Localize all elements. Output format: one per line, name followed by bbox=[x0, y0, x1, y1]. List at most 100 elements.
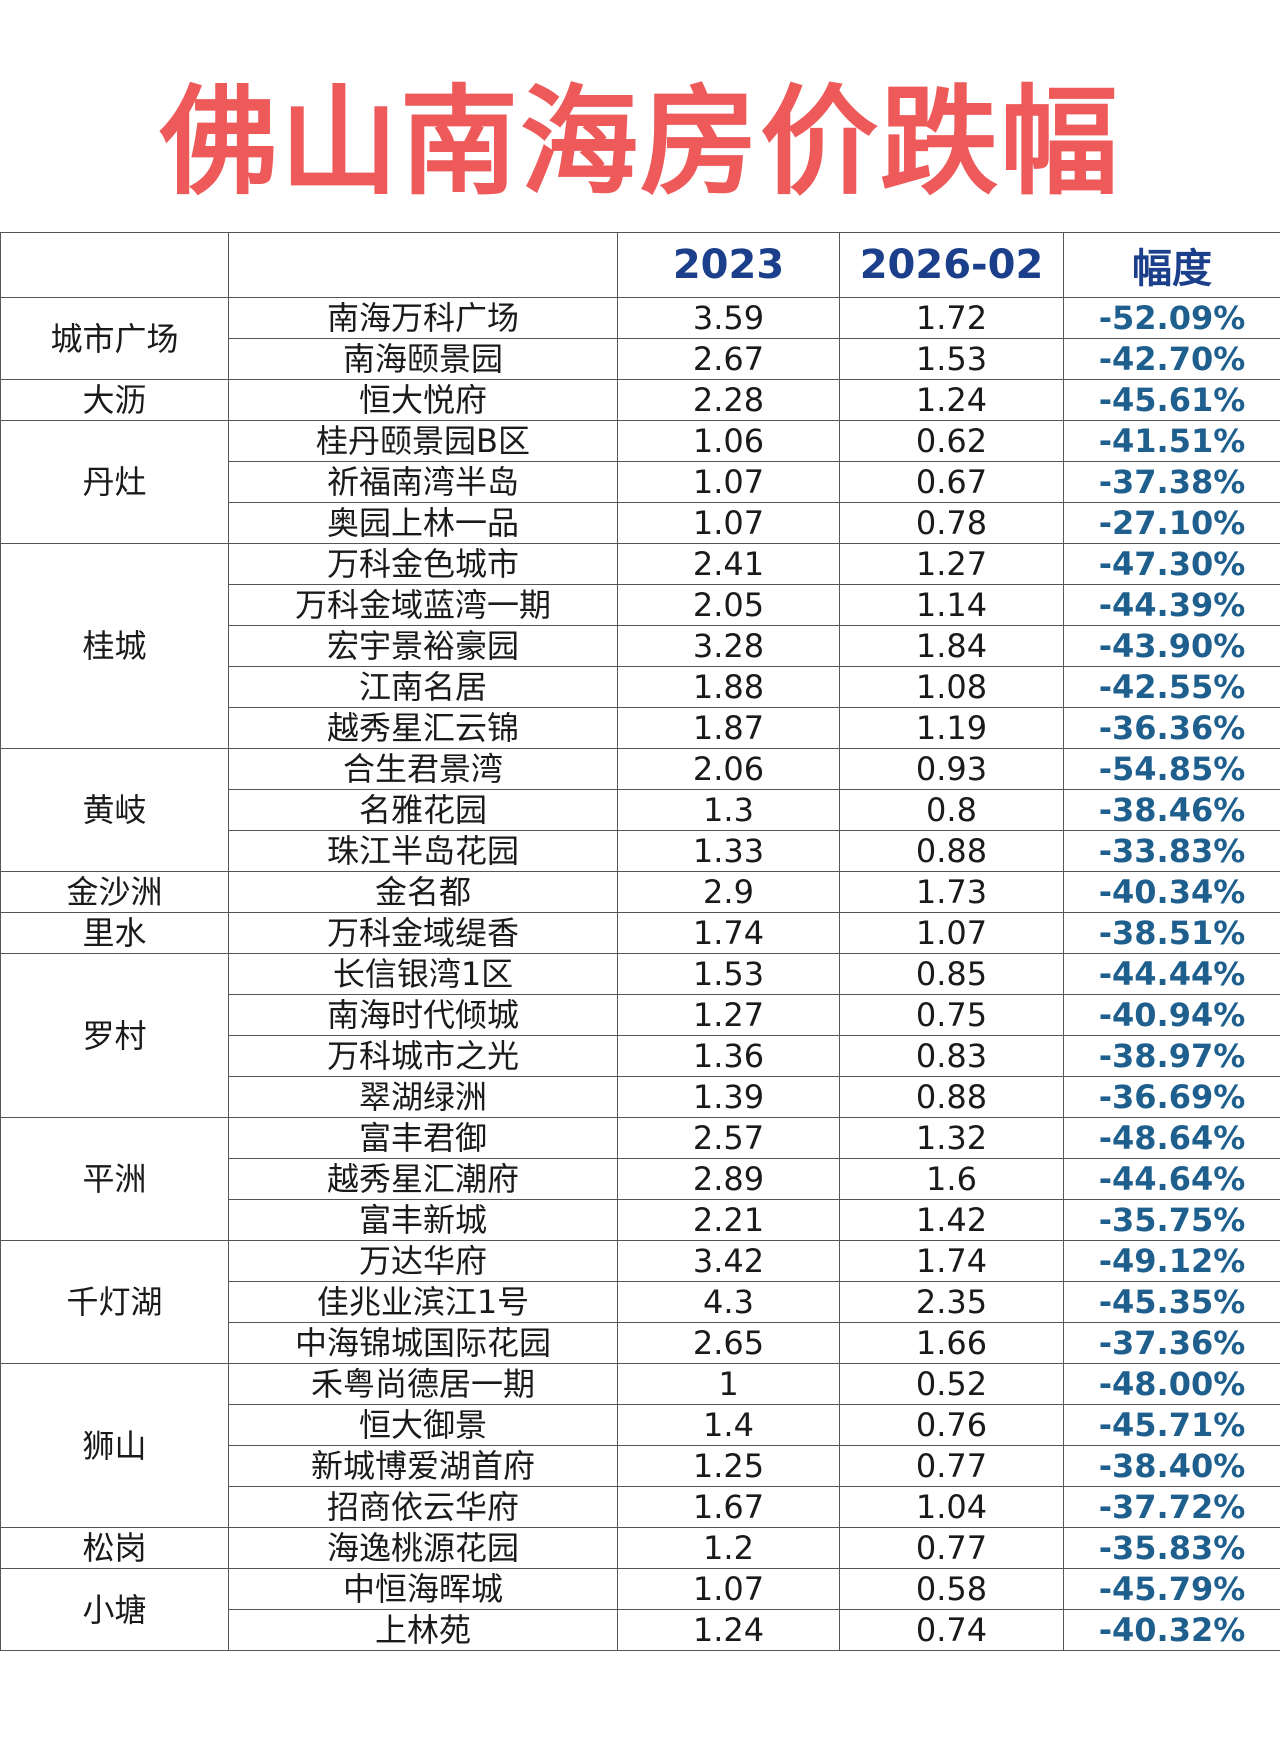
change-cell: -42.55% bbox=[1063, 666, 1280, 708]
table-row: 招商依云华府 1.67 1.04 -37.72% bbox=[1, 1486, 1280, 1528]
price-2023-cell: 3.59 bbox=[617, 297, 840, 339]
price-2023-cell: 2.05 bbox=[617, 584, 840, 626]
project-cell: 合生君景湾 bbox=[228, 748, 618, 790]
change-cell: -38.46% bbox=[1063, 789, 1280, 831]
price-2026-02-cell: 2.35 bbox=[839, 1281, 1064, 1323]
change-cell: -49.12% bbox=[1063, 1240, 1280, 1282]
price-2023-cell: 3.28 bbox=[617, 625, 840, 667]
district-cell: 黄岐 bbox=[0, 748, 229, 872]
project-cell: 禾粤尚德居一期 bbox=[228, 1363, 618, 1405]
table-row: 大沥 恒大悦府 2.28 1.24 -45.61% bbox=[0, 379, 1280, 421]
price-2026-02-cell: 1.73 bbox=[839, 871, 1064, 913]
change-cell: -38.97% bbox=[1063, 1035, 1280, 1077]
price-2023-cell: 1.07 bbox=[617, 461, 840, 503]
table-row: 恒大御景 1.4 0.76 -45.71% bbox=[1, 1404, 1280, 1446]
table-row: 桂城 万科金色城市 2.41 1.27 -47.30% bbox=[0, 543, 1280, 749]
price-2026-02-cell: 0.67 bbox=[839, 461, 1064, 503]
project-cell: 江南名居 bbox=[228, 666, 618, 708]
change-cell: -35.83% bbox=[1063, 1527, 1280, 1569]
project-cell: 南海时代倾城 bbox=[228, 994, 618, 1036]
project-cell: 长信银湾1区 bbox=[228, 953, 618, 995]
change-cell: -36.36% bbox=[1063, 707, 1280, 749]
district-cell: 罗村 bbox=[0, 953, 229, 1118]
project-cell: 海逸桃源花园 bbox=[228, 1527, 618, 1569]
price-2023-cell: 1.27 bbox=[617, 994, 840, 1036]
price-2023-cell: 1.36 bbox=[617, 1035, 840, 1077]
price-2023-cell: 1.25 bbox=[617, 1445, 840, 1487]
price-2023-cell: 1.67 bbox=[617, 1486, 840, 1528]
table-row: 江南名居 1.88 1.08 -42.55% bbox=[1, 666, 1280, 708]
project-cell: 桂丹颐景园B区 bbox=[228, 420, 618, 462]
project-cell: 万科城市之光 bbox=[228, 1035, 618, 1077]
district-cell: 城市广场 bbox=[0, 297, 229, 380]
price-2023-cell: 1.88 bbox=[617, 666, 840, 708]
project-cell: 恒大悦府 bbox=[228, 379, 618, 421]
price-2026-02-cell: 1.66 bbox=[839, 1322, 1064, 1364]
table-row: 罗村 长信银湾1区 1.53 0.85 -44.44% bbox=[0, 953, 1280, 1118]
project-cell: 中海锦城国际花园 bbox=[228, 1322, 618, 1364]
district-cell: 大沥 bbox=[0, 379, 229, 421]
header-project bbox=[228, 232, 618, 298]
project-cell: 宏宇景裕豪园 bbox=[228, 625, 618, 667]
table-row: 黄岐 合生君景湾 2.06 0.93 -54.85% bbox=[0, 748, 1280, 872]
change-cell: -36.69% bbox=[1063, 1076, 1280, 1118]
project-cell: 南海万科广场 bbox=[228, 297, 618, 339]
price-2026-02-cell: 0.75 bbox=[839, 994, 1064, 1036]
project-cell: 越秀星汇云锦 bbox=[228, 707, 618, 749]
table-row: 翠湖绿洲 1.39 0.88 -36.69% bbox=[1, 1076, 1280, 1118]
price-2026-02-cell: 1.32 bbox=[839, 1117, 1064, 1159]
district-cell: 小塘 bbox=[0, 1568, 229, 1651]
table-row: 奥园上林一品 1.07 0.78 -27.10% bbox=[1, 502, 1280, 544]
change-cell: -38.40% bbox=[1063, 1445, 1280, 1487]
change-cell: -52.09% bbox=[1063, 297, 1280, 339]
change-cell: -27.10% bbox=[1063, 502, 1280, 544]
table-row: 富丰新城 2.21 1.42 -35.75% bbox=[1, 1199, 1280, 1241]
header-district bbox=[0, 232, 229, 298]
project-cell: 富丰新城 bbox=[228, 1199, 618, 1241]
price-2023-cell: 1.39 bbox=[617, 1076, 840, 1118]
price-2023-cell: 2.65 bbox=[617, 1322, 840, 1364]
change-cell: -48.00% bbox=[1063, 1363, 1280, 1405]
price-2023-cell: 1.06 bbox=[617, 420, 840, 462]
project-cell: 翠湖绿洲 bbox=[228, 1076, 618, 1118]
price-2026-02-cell: 1.42 bbox=[839, 1199, 1064, 1241]
change-cell: -44.64% bbox=[1063, 1158, 1280, 1200]
table-row: 佳兆业滨江1号 4.3 2.35 -45.35% bbox=[1, 1281, 1280, 1323]
change-cell: -54.85% bbox=[1063, 748, 1280, 790]
project-cell: 上林苑 bbox=[228, 1609, 618, 1651]
table-header-row: 2023 2026-02 幅度 bbox=[0, 232, 1280, 298]
price-2026-02-cell: 0.77 bbox=[839, 1445, 1064, 1487]
price-2023-cell: 2.41 bbox=[617, 543, 840, 585]
price-2026-02-cell: 0.52 bbox=[839, 1363, 1064, 1405]
price-2023-cell: 1.07 bbox=[617, 1568, 840, 1610]
price-2023-cell: 1.3 bbox=[617, 789, 840, 831]
table-row: 丹灶 桂丹颐景园B区 1.06 0.62 -41.51% bbox=[0, 420, 1280, 544]
price-2026-02-cell: 1.07 bbox=[839, 912, 1064, 954]
price-2026-02-cell: 0.58 bbox=[839, 1568, 1064, 1610]
project-cell: 富丰君御 bbox=[228, 1117, 618, 1159]
price-2023-cell: 2.06 bbox=[617, 748, 840, 790]
price-2023-cell: 1.4 bbox=[617, 1404, 840, 1446]
change-cell: -47.30% bbox=[1063, 543, 1280, 585]
change-cell: -48.64% bbox=[1063, 1117, 1280, 1159]
price-2023-cell: 2.57 bbox=[617, 1117, 840, 1159]
price-2023-cell: 1.24 bbox=[617, 1609, 840, 1651]
header-change: 幅度 bbox=[1063, 232, 1280, 298]
price-2026-02-cell: 1.04 bbox=[839, 1486, 1064, 1528]
table-row: 越秀星汇云锦 1.87 1.19 -36.36% bbox=[1, 707, 1280, 749]
price-2023-cell: 1.07 bbox=[617, 502, 840, 544]
table-row: 里水 万科金域缇香 1.74 1.07 -38.51% bbox=[0, 912, 1280, 954]
table-row: 狮山 禾粤尚德居一期 1 0.52 -48.00% bbox=[0, 1363, 1280, 1528]
price-2023-cell: 1.53 bbox=[617, 953, 840, 995]
table-row: 万科城市之光 1.36 0.83 -38.97% bbox=[1, 1035, 1280, 1077]
header-year-2026-02: 2026-02 bbox=[839, 232, 1064, 298]
price-2026-02-cell: 0.62 bbox=[839, 420, 1064, 462]
project-cell: 越秀星汇潮府 bbox=[228, 1158, 618, 1200]
project-cell: 新城博爱湖首府 bbox=[228, 1445, 618, 1487]
project-cell: 招商依云华府 bbox=[228, 1486, 618, 1528]
price-2026-02-cell: 1.24 bbox=[839, 379, 1064, 421]
change-cell: -33.83% bbox=[1063, 830, 1280, 872]
table-body: 城市广场 南海万科广场 3.59 1.72 -52.09% 南海颐景园 2.67 1.53 -4… bbox=[0, 297, 1280, 1651]
price-2023-cell: 2.89 bbox=[617, 1158, 840, 1200]
change-cell: -44.44% bbox=[1063, 953, 1280, 995]
